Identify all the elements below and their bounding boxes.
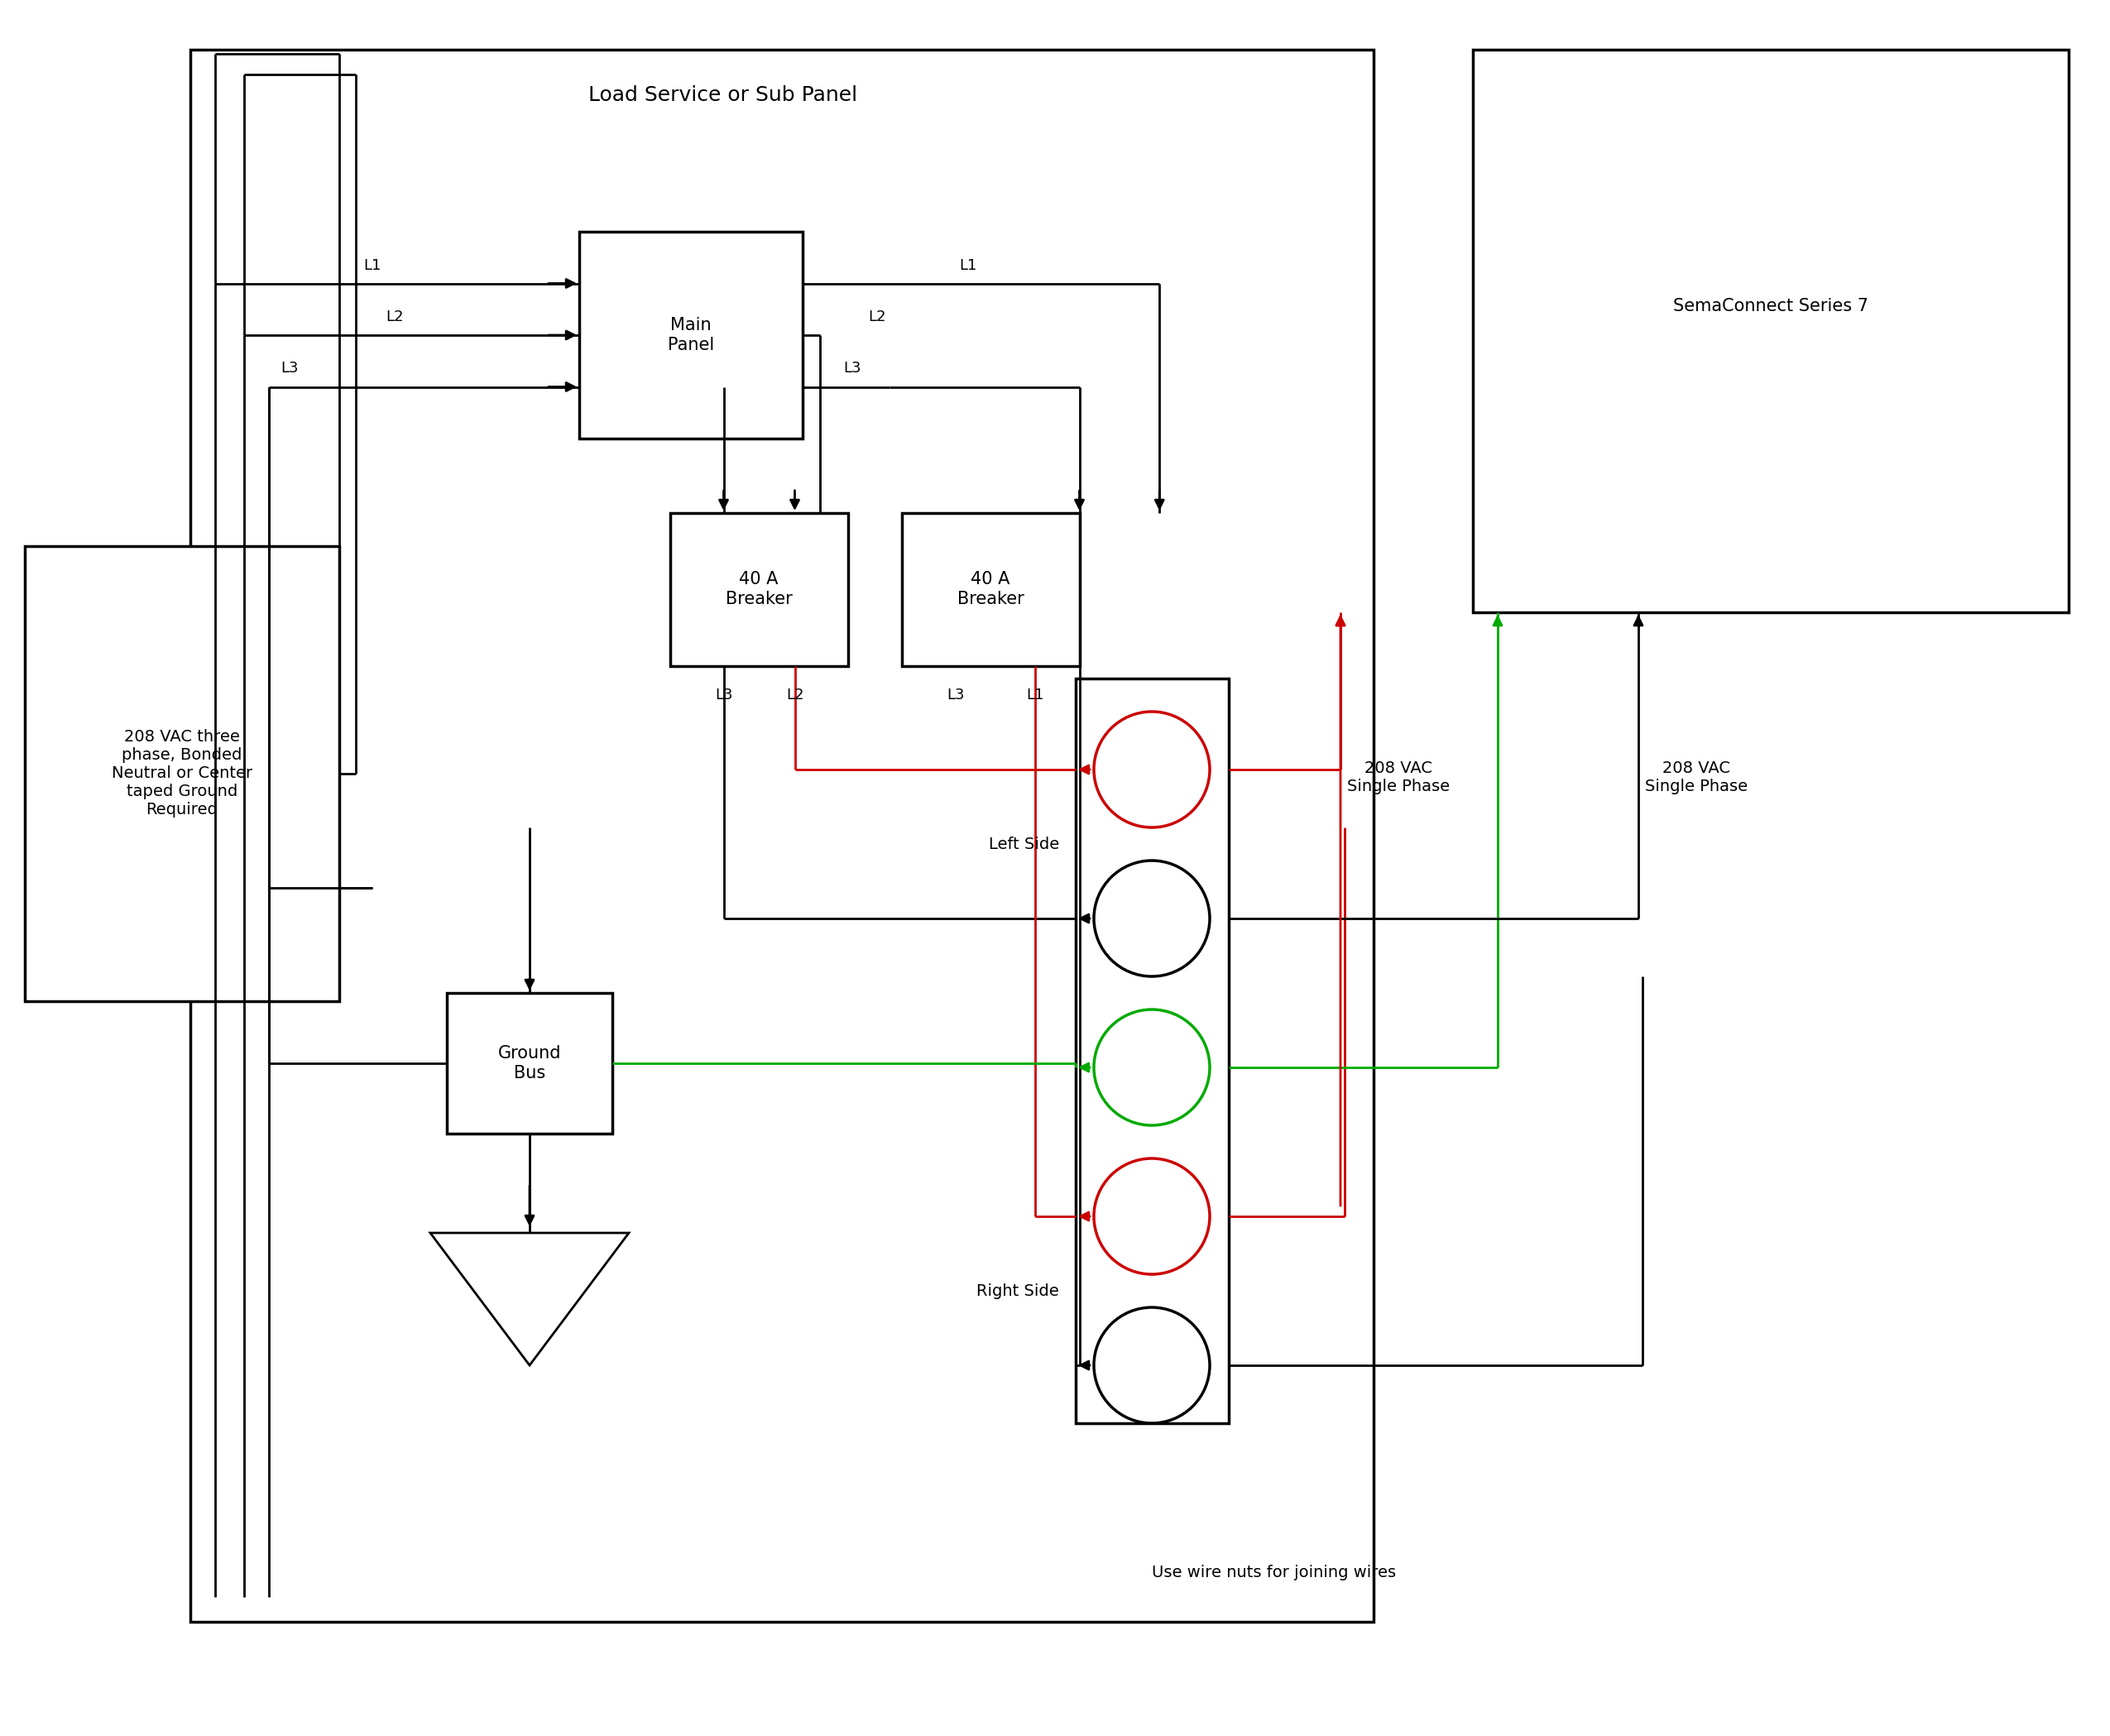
- Bar: [671, 514, 848, 667]
- Bar: [580, 231, 802, 439]
- Text: Use wire nuts for joining wires: Use wire nuts for joining wires: [1152, 1564, 1397, 1580]
- Text: 208 VAC three
phase, Bonded
Neutral or Center
taped Ground
Required: 208 VAC three phase, Bonded Neutral or C…: [112, 729, 253, 818]
- Bar: [901, 514, 1080, 667]
- Bar: [1473, 50, 2068, 613]
- Text: L2: L2: [386, 309, 403, 325]
- Text: 208 VAC
Single Phase: 208 VAC Single Phase: [1346, 760, 1450, 795]
- Text: 40 A
Breaker: 40 A Breaker: [726, 571, 791, 608]
- Text: 40 A
Breaker: 40 A Breaker: [958, 571, 1023, 608]
- Bar: [190, 50, 1374, 1621]
- Bar: [25, 547, 340, 1002]
- Text: L3: L3: [947, 687, 964, 703]
- Text: Ground
Bus: Ground Bus: [498, 1045, 561, 1082]
- Text: 208 VAC
Single Phase: 208 VAC Single Phase: [1646, 760, 1747, 795]
- Text: Left Side: Left Side: [990, 837, 1059, 852]
- Bar: [447, 993, 612, 1134]
- Text: Right Side: Right Side: [977, 1283, 1059, 1299]
- Text: Main
Panel: Main Panel: [667, 318, 713, 352]
- Text: L3: L3: [844, 361, 861, 377]
- Text: L2: L2: [867, 309, 886, 325]
- Text: L1: L1: [1025, 687, 1044, 703]
- Text: SemaConnect Series 7: SemaConnect Series 7: [1673, 299, 1867, 314]
- Bar: [1076, 679, 1228, 1424]
- Text: L2: L2: [785, 687, 804, 703]
- Text: Load Service or Sub Panel: Load Service or Sub Panel: [589, 85, 857, 106]
- Text: L1: L1: [960, 257, 977, 273]
- Text: L3: L3: [715, 687, 732, 703]
- Text: L1: L1: [363, 257, 382, 273]
- Text: L3: L3: [281, 361, 298, 377]
